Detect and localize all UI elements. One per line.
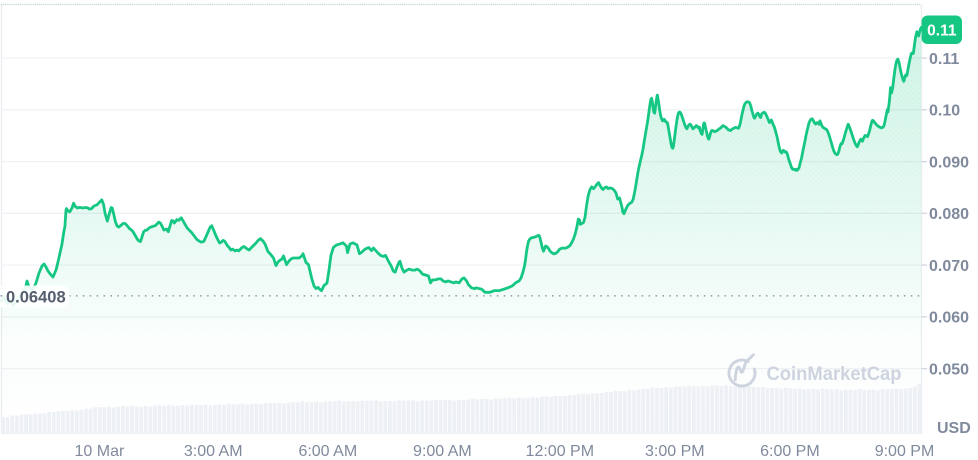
svg-text:0.06408: 0.06408: [6, 288, 66, 306]
svg-text:0.080: 0.080: [929, 206, 969, 223]
svg-text:0.060: 0.060: [929, 310, 969, 327]
svg-text:6:00 AM: 6:00 AM: [298, 443, 357, 460]
svg-text:CoinMarketCap: CoinMarketCap: [767, 363, 902, 385]
svg-text:3:00 PM: 3:00 PM: [645, 443, 705, 460]
svg-text:USD: USD: [937, 420, 971, 437]
svg-text:0.070: 0.070: [929, 258, 969, 275]
svg-text:3:00 AM: 3:00 AM: [184, 443, 243, 460]
svg-text:12:00 PM: 12:00 PM: [526, 443, 594, 460]
svg-text:6:00 PM: 6:00 PM: [760, 443, 820, 460]
svg-text:0.090: 0.090: [929, 155, 969, 172]
svg-text:0.10: 0.10: [929, 103, 960, 120]
svg-text:0.11: 0.11: [929, 51, 959, 68]
svg-text:0.050: 0.050: [929, 362, 969, 379]
svg-text:10 Mar: 10 Mar: [75, 443, 125, 460]
svg-text:9:00 PM: 9:00 PM: [875, 443, 935, 460]
svg-text:9:00 AM: 9:00 AM: [413, 443, 472, 460]
svg-text:0.11: 0.11: [927, 23, 957, 40]
